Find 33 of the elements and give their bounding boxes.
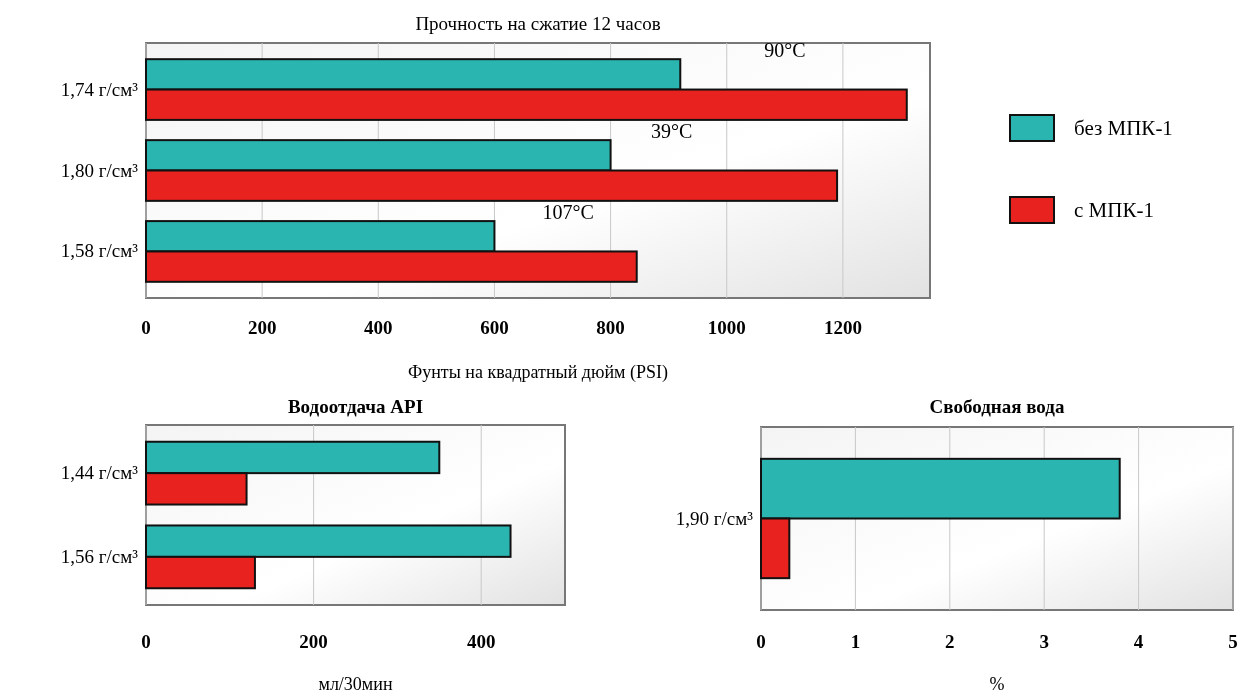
x-tick-label: 3 — [1039, 631, 1049, 652]
chart-title: Водоотдача API — [287, 396, 424, 417]
x-tick-label: 800 — [596, 317, 625, 338]
x-tick-label: 1200 — [823, 317, 862, 338]
annotation: 107°C — [542, 201, 594, 224]
chart-title: Свободная вода — [929, 396, 1065, 417]
x-axis-title: % — [989, 674, 1005, 694]
x-tick-label: 0 — [141, 631, 151, 652]
x-tick-label: 400 — [364, 317, 393, 338]
legend-label: с МПК-1 — [1074, 198, 1154, 222]
x-tick-label: 2 — [945, 631, 955, 652]
x-tick-label: 1 — [850, 631, 861, 652]
x-axis-title: Фунты на квадратный дюйм (PSI) — [408, 362, 668, 383]
x-tick-label: 200 — [299, 631, 328, 652]
annotation: 90°C — [764, 39, 806, 62]
x-tick-label: 0 — [756, 631, 766, 652]
x-tick-label: 1000 — [707, 317, 746, 338]
y-tick-label: 1,80 г/см³ — [60, 159, 139, 181]
x-tick-label: 600 — [480, 317, 509, 338]
y-tick-label: 1,74 г/см³ — [60, 78, 139, 100]
x-tick-label: 200 — [247, 317, 277, 338]
x-tick-label: 400 — [466, 631, 496, 652]
annotation: 39°C — [650, 120, 693, 143]
x-tick-label: 5 — [1228, 631, 1238, 652]
x-axis-title: мл/30мин — [318, 674, 393, 694]
legend-label: без МПК-1 — [1074, 116, 1173, 140]
y-tick-label: 1,90 г/см³ — [675, 507, 754, 529]
y-tick-label: 1,56 г/см³ — [60, 545, 139, 567]
x-tick-label: 0 — [141, 317, 151, 338]
x-tick-label: 4 — [1133, 631, 1144, 652]
y-tick-label: 1,58 г/см³ — [60, 240, 139, 262]
chart-title: Прочность на сжатие 12 часов — [415, 13, 661, 34]
y-tick-label: 1,44 г/см³ — [60, 462, 139, 484]
